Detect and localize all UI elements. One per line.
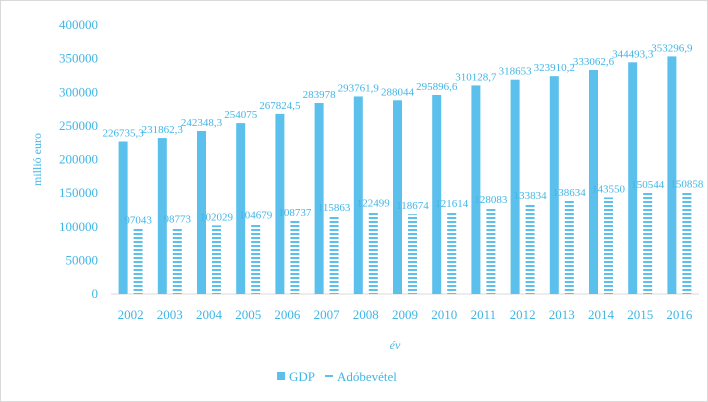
tax-revenue-bar bbox=[643, 192, 653, 294]
tax-revenue-value-label: 115863 bbox=[318, 202, 351, 214]
value-labels-layer: 226735,3 97043 231862,3 98773 242348,3 102029… bbox=[102, 42, 703, 226]
tax-revenue-bar bbox=[408, 214, 417, 294]
x-tick-label: 2003 bbox=[157, 307, 183, 322]
tax-revenue-bar bbox=[172, 227, 182, 294]
legend-gdp-label: GDP bbox=[289, 369, 315, 384]
tax-revenue-bar bbox=[251, 223, 261, 294]
tax-revenue-bar bbox=[368, 211, 378, 294]
gdp-value-label: 353296,9 bbox=[651, 42, 693, 54]
x-tick-label: 2008 bbox=[353, 307, 379, 322]
gdp-bar bbox=[667, 56, 677, 294]
y-tick-label: 200000 bbox=[59, 152, 98, 167]
bars-layer bbox=[118, 56, 692, 295]
gdp-bar bbox=[510, 79, 520, 294]
gdp-bar bbox=[275, 113, 285, 294]
x-tick-label: 2009 bbox=[392, 307, 418, 322]
tax-revenue-value-label: 98773 bbox=[164, 214, 192, 226]
y-tick-label: 150000 bbox=[59, 185, 98, 200]
tax-revenue-bar bbox=[682, 192, 692, 294]
y-tick-label: 350000 bbox=[59, 51, 98, 66]
x-tick-label: 2006 bbox=[274, 307, 301, 322]
axes-layer: 0 50000 100000 150000 200000 250000 300000 3500… bbox=[30, 17, 699, 352]
gdp-value-label: 226735,3 bbox=[102, 128, 144, 140]
gdp-bar bbox=[236, 123, 246, 295]
gdp-bar bbox=[393, 100, 402, 295]
gdp-bar bbox=[549, 76, 559, 295]
gdp-value-label: 293761,9 bbox=[338, 82, 380, 94]
tax-revenue-bar bbox=[604, 197, 613, 294]
tax-revenue-bar bbox=[486, 207, 496, 294]
x-tick-label: 2014 bbox=[588, 307, 615, 322]
x-tick-label: 2007 bbox=[314, 307, 341, 322]
gdp-bar bbox=[157, 138, 167, 294]
tax-revenue-value-label: 133834 bbox=[514, 190, 548, 202]
tax-revenue-value-label: 97043 bbox=[124, 215, 152, 227]
gdp-value-label: 318653 bbox=[499, 66, 533, 78]
gdp-value-label: 310128,7 bbox=[455, 71, 497, 83]
gdp-bar bbox=[471, 85, 481, 294]
tax-revenue-value-label: 104679 bbox=[239, 210, 273, 222]
y-tick-label: 300000 bbox=[59, 84, 98, 99]
tax-revenue-value-label: 108737 bbox=[278, 207, 312, 219]
y-tick-label: 250000 bbox=[59, 118, 98, 133]
x-tick-label: 2011 bbox=[471, 307, 497, 322]
tax-revenue-value-label: 150858 bbox=[670, 179, 704, 191]
gdp-bar bbox=[628, 62, 638, 295]
x-tick-label: 2013 bbox=[549, 307, 575, 322]
x-tick-label: 2005 bbox=[235, 307, 261, 322]
gdp-value-label: 288044 bbox=[381, 86, 415, 98]
x-tick-label: 2002 bbox=[118, 307, 144, 322]
tax-revenue-value-label: 143550 bbox=[592, 183, 626, 195]
y-tick-label: 400000 bbox=[59, 17, 98, 32]
tax-revenue-value-label: 118674 bbox=[396, 200, 429, 212]
tax-revenue-bar bbox=[212, 225, 221, 294]
gdp-value-label: 267824,5 bbox=[259, 100, 301, 112]
y-tick-label: 100000 bbox=[59, 219, 98, 234]
legend-tax-revenue-swatch bbox=[325, 375, 333, 377]
tax-revenue-value-label: 138634 bbox=[553, 187, 587, 199]
tax-revenue-value-label: 150544 bbox=[631, 179, 665, 191]
gdp-value-label: 254075 bbox=[224, 109, 258, 121]
x-tick-label: 2016 bbox=[666, 307, 693, 322]
tax-revenue-value-label: 102029 bbox=[200, 211, 234, 223]
tax-revenue-bar bbox=[290, 220, 300, 294]
gdp-bar bbox=[432, 95, 442, 294]
gdp-value-label: 295896,6 bbox=[416, 81, 458, 93]
x-tick-label: 2012 bbox=[510, 307, 536, 322]
gdp-value-label: 283978 bbox=[303, 89, 337, 101]
y-tick-label: 50000 bbox=[66, 252, 99, 267]
gdp-value-label: 333062,6 bbox=[573, 56, 615, 68]
tax-revenue-bar bbox=[329, 216, 339, 294]
gdp-bar bbox=[118, 141, 128, 294]
tax-revenue-value-label: 128083 bbox=[474, 194, 508, 206]
gdp-bar bbox=[589, 70, 598, 294]
legend-gdp-swatch bbox=[277, 372, 285, 380]
gdp-bar bbox=[314, 103, 324, 294]
tax-revenue-bar bbox=[447, 212, 457, 294]
gdp-value-label: 242348,3 bbox=[181, 117, 223, 129]
x-tick-label: 2010 bbox=[431, 307, 457, 322]
y-axis-title: millió euro bbox=[30, 133, 44, 186]
x-axis-title: év bbox=[390, 338, 401, 352]
tax-revenue-bar bbox=[525, 203, 535, 294]
tax-revenue-bar bbox=[133, 228, 143, 294]
gdp-value-label: 231862,3 bbox=[142, 124, 184, 136]
gdp-bar bbox=[197, 131, 206, 294]
gdp-bar bbox=[353, 96, 363, 294]
gdp-value-label: 344493,3 bbox=[612, 48, 654, 60]
legend-tax-revenue-label: Adóbevétel bbox=[337, 369, 397, 384]
tax-revenue-value-label: 122499 bbox=[357, 198, 391, 210]
x-tick-label: 2015 bbox=[627, 307, 653, 322]
y-tick-label: 0 bbox=[92, 286, 99, 301]
tax-revenue-value-label: 121614 bbox=[435, 198, 469, 210]
legend: GDP Adóbevétel bbox=[277, 369, 397, 384]
gdp-value-label: 323910,2 bbox=[534, 62, 575, 74]
tax-revenue-bar bbox=[564, 200, 574, 294]
x-tick-label: 2004 bbox=[196, 307, 223, 322]
